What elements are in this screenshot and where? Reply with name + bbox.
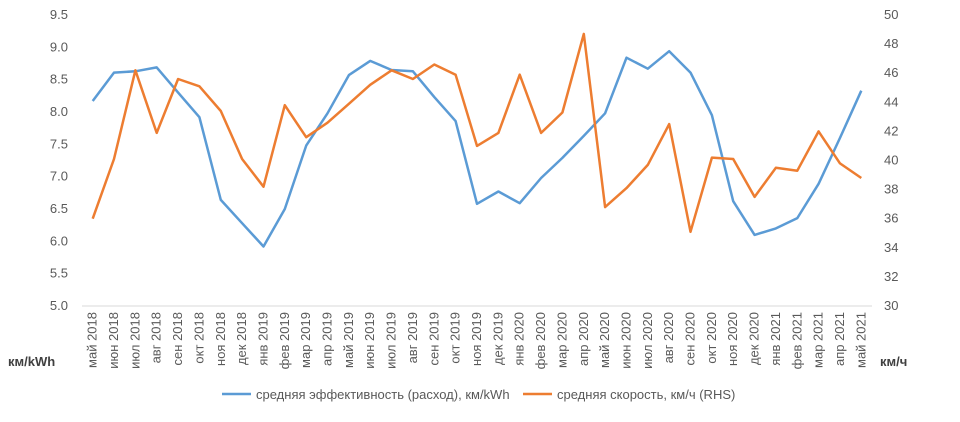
series-line-0: [91, 49, 863, 248]
x-tick-label: фев 2019: [277, 312, 292, 369]
x-tick-label: фев 2021: [789, 312, 804, 369]
right-tick-label: 50: [884, 7, 898, 22]
right-tick-label: 38: [884, 182, 898, 197]
left-tick-label: 7.5: [50, 136, 68, 151]
right-tick-label: 46: [884, 65, 898, 80]
x-tick-label: май 2019: [341, 312, 356, 368]
x-tick-label: май 2020: [597, 312, 612, 368]
x-tick-label: мар 2019: [298, 312, 313, 368]
x-tick-label: июл 2019: [384, 312, 399, 369]
x-tick-label: май 2021: [853, 312, 868, 368]
x-tick-label: янв 2021: [768, 312, 783, 366]
right-tick-label: 32: [884, 269, 898, 284]
x-tick-label: ноя 2019: [469, 312, 484, 366]
right-tick-label: 34: [884, 240, 898, 255]
left-tick-label: 5.5: [50, 266, 68, 281]
x-tick-label: мар 2020: [554, 312, 569, 368]
left-axis-ticks: 5.0 5.5 6.0 6.5 7.0 7.5 8.0 8.5 9.0 9.5: [50, 7, 68, 313]
right-tick-label: 48: [884, 36, 898, 51]
legend: средняя эффективность (расход), км/kWh с…: [222, 387, 735, 402]
x-tick-label: июл 2018: [127, 312, 142, 369]
right-tick-label: 42: [884, 123, 898, 138]
series-lines: [91, 32, 863, 248]
right-axis-unit-label: км/ч: [880, 354, 907, 369]
x-tick-label: дек 2019: [490, 312, 505, 365]
right-axis-ticks: 30 32 34 36 38 40 42 44 46 48 50: [884, 7, 898, 313]
x-tick-label: авг 2018: [149, 312, 164, 363]
x-tick-label: окт 2020: [704, 312, 719, 364]
left-tick-label: 8.0: [50, 104, 68, 119]
x-tick-label: фев 2020: [533, 312, 548, 369]
x-tick-label: апр 2021: [832, 312, 847, 366]
x-tick-label: июл 2020: [640, 312, 655, 369]
x-axis-ticks: май 2018 июн 2018 июл 2018 авг 2018 сен 2018…: [85, 312, 869, 369]
x-tick-label: ноя 2018: [213, 312, 228, 366]
right-tick-label: 40: [884, 153, 898, 168]
x-tick-label: май 2018: [85, 312, 100, 368]
x-tick-label: янв 2019: [255, 312, 270, 366]
x-tick-label: окт 2018: [191, 312, 206, 364]
x-tick-label: апр 2020: [576, 312, 591, 366]
x-tick-label: ноя 2020: [725, 312, 740, 366]
legend-label-efficiency: средняя эффективность (расход), км/kWh: [256, 387, 510, 402]
left-axis-unit-label: км/kWh: [8, 354, 55, 369]
x-tick-label: дек 2018: [234, 312, 249, 365]
left-tick-label: 7.0: [50, 169, 68, 184]
left-tick-label: 6.0: [50, 233, 68, 248]
x-tick-label: сен 2019: [426, 312, 441, 365]
right-tick-label: 36: [884, 211, 898, 226]
x-tick-label: янв 2020: [512, 312, 527, 366]
left-tick-label: 6.5: [50, 201, 68, 216]
left-tick-label: 5.0: [50, 298, 68, 313]
left-tick-label: 9.0: [50, 39, 68, 54]
right-tick-label: 30: [884, 298, 898, 313]
x-tick-label: сен 2020: [683, 312, 698, 365]
x-tick-label: апр 2019: [320, 312, 335, 366]
x-tick-label: июн 2019: [362, 312, 377, 369]
x-tick-label: июн 2020: [618, 312, 633, 369]
x-tick-label: июн 2018: [106, 312, 121, 369]
left-tick-label: 8.5: [50, 72, 68, 87]
right-tick-label: 44: [884, 94, 898, 109]
x-tick-label: авг 2019: [405, 312, 420, 363]
x-tick-label: мар 2021: [811, 312, 826, 368]
left-tick-label: 9.5: [50, 7, 68, 22]
x-tick-label: окт 2019: [448, 312, 463, 364]
legend-label-speed: средняя скорость, км/ч (RHS): [557, 387, 735, 402]
x-tick-label: авг 2020: [661, 312, 676, 363]
x-tick-label: дек 2020: [747, 312, 762, 365]
x-tick-label: сен 2018: [170, 312, 185, 365]
